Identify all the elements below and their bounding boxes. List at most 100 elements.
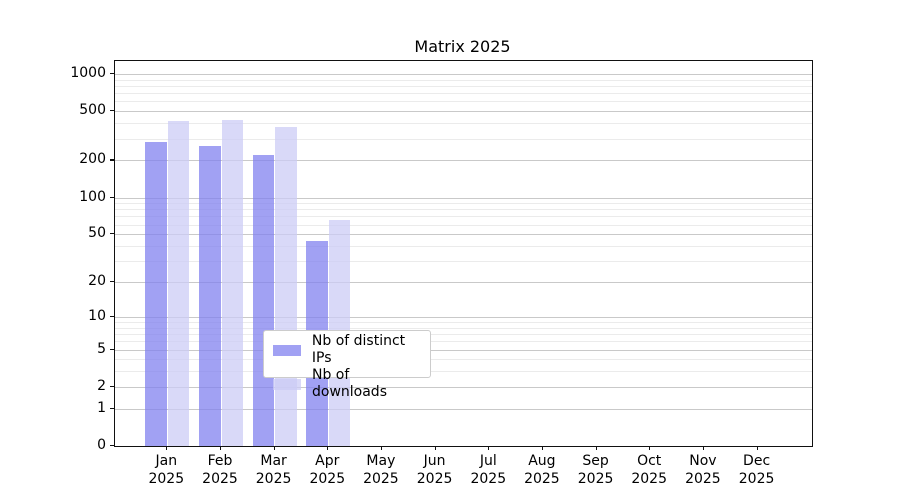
gridline-major <box>115 197 812 199</box>
bar-downloads <box>167 121 190 446</box>
gridline-minor <box>115 334 812 335</box>
x-axis-tick <box>488 446 490 450</box>
legend-item-downloads: Nb of downloads <box>273 367 421 401</box>
gridline-minor <box>115 79 812 81</box>
y-axis-tick-label: 1000 <box>70 64 106 81</box>
gridline-major <box>115 386 812 388</box>
y-axis-tick <box>109 233 114 235</box>
x-tick-month: Feb <box>207 453 233 469</box>
x-tick-month: Dec <box>743 453 771 469</box>
bar-distinct-ips <box>199 145 221 446</box>
y-axis-tick-label: 10 <box>88 307 106 324</box>
gridline-major <box>115 160 812 162</box>
gridline-minor <box>115 371 812 373</box>
legend-label-downloads: Nb of downloads <box>312 367 387 400</box>
x-tick-month: Jun <box>423 453 446 469</box>
x-tick-month: Oct <box>637 453 662 469</box>
x-axis-tick-label: Jul 2025 <box>458 452 518 488</box>
x-tick-month: Aug <box>528 453 556 469</box>
chart-title: Matrix 2025 <box>414 37 511 56</box>
y-axis-tick-label: 5 <box>97 340 106 357</box>
x-tick-year: 2025 <box>631 471 667 487</box>
gridline-major <box>115 234 812 236</box>
x-axis-tick <box>273 446 275 450</box>
x-tick-year: 2025 <box>685 471 721 487</box>
y-axis-tick-label: 2 <box>97 377 106 394</box>
bar-downloads <box>221 120 243 446</box>
x-axis-tick <box>541 446 544 450</box>
gridline-major <box>115 408 812 410</box>
gridline-minor <box>115 327 812 329</box>
legend: Nb of distinct IPs Nb of downloads <box>263 330 431 400</box>
y-axis-tick <box>109 159 114 161</box>
x-tick-year: 2025 <box>309 471 346 487</box>
bar-distinct-ips <box>252 154 275 446</box>
x-axis-tick-label: Mar 2025 <box>244 452 304 488</box>
plot-area <box>114 60 813 447</box>
x-axis-tick-label: Feb 2025 <box>190 452 250 488</box>
x-axis-tick-label: Oct 2025 <box>619 452 679 488</box>
gridline-major <box>115 73 812 75</box>
y-axis-tick <box>109 72 114 75</box>
x-axis-tick <box>702 446 705 450</box>
gridline-major <box>115 349 812 351</box>
y-axis-tick <box>109 110 114 112</box>
y-axis-tick-label: 1 <box>97 399 106 416</box>
y-axis-tick <box>109 281 114 283</box>
gridline-minor <box>115 322 812 323</box>
x-tick-month: Jan <box>155 453 178 469</box>
x-tick-year: 2025 <box>255 471 292 487</box>
legend-swatch-distinct-ips <box>273 344 301 356</box>
x-tick-year: 2025 <box>524 471 560 487</box>
gridline-minor <box>115 224 812 226</box>
legend-swatch-downloads <box>273 378 301 390</box>
gridline-minor <box>115 209 812 211</box>
y-axis-tick-label: 20 <box>88 273 106 289</box>
x-tick-year: 2025 <box>738 471 775 487</box>
gridline-minor <box>115 261 812 263</box>
x-axis-tick <box>434 446 436 450</box>
y-axis-tick <box>109 196 114 198</box>
x-axis-tick-label: Aug 2025 <box>512 452 572 488</box>
legend-label-distinct-ips: Nb of distinct IPs <box>311 333 406 366</box>
gridline-minor <box>115 246 812 247</box>
x-tick-year: 2025 <box>148 471 185 487</box>
gridline-minor <box>115 101 812 103</box>
gridline-major <box>115 282 812 283</box>
bar-distinct-ips <box>145 142 167 446</box>
x-axis-tick <box>166 446 168 450</box>
gridline-minor <box>115 341 812 343</box>
y-axis-tick-label: 50 <box>88 225 106 242</box>
gridline-minor <box>115 203 812 205</box>
x-axis-tick-label: Jan 2025 <box>136 452 196 488</box>
x-tick-month: May <box>366 453 396 469</box>
y-axis-tick-label: 500 <box>79 102 106 119</box>
x-axis-tick-label: May 2025 <box>351 452 411 488</box>
gridline-minor <box>115 85 812 87</box>
x-tick-month: Mar <box>260 453 287 469</box>
x-tick-year: 2025 <box>416 471 453 487</box>
x-tick-month: Jul <box>479 453 497 469</box>
y-axis-tick <box>109 348 114 350</box>
x-tick-year: 2025 <box>202 471 238 487</box>
x-axis-tick-label: Sep 2025 <box>566 452 626 488</box>
y-axis-tick <box>109 315 114 318</box>
x-tick-month: Apr <box>315 453 340 469</box>
gridline-minor <box>115 93 812 95</box>
y-axis-tick-label: 100 <box>79 188 106 205</box>
x-tick-year: 2025 <box>577 471 614 487</box>
y-axis-tick <box>109 385 114 387</box>
gridline-major <box>115 316 812 318</box>
x-tick-year: 2025 <box>470 471 507 487</box>
x-tick-year: 2025 <box>363 471 399 487</box>
x-axis-tick-label: Jun 2025 <box>405 452 465 488</box>
x-axis-tick-label: Apr 2025 <box>297 452 357 488</box>
x-axis-tick <box>649 446 651 450</box>
gridline-minor <box>115 138 812 140</box>
gridline-minor <box>115 123 812 125</box>
y-axis-tick <box>109 407 114 409</box>
y-axis-tick-label: 200 <box>79 151 106 168</box>
y-axis-tick <box>109 445 114 447</box>
gridline-minor <box>115 359 812 361</box>
